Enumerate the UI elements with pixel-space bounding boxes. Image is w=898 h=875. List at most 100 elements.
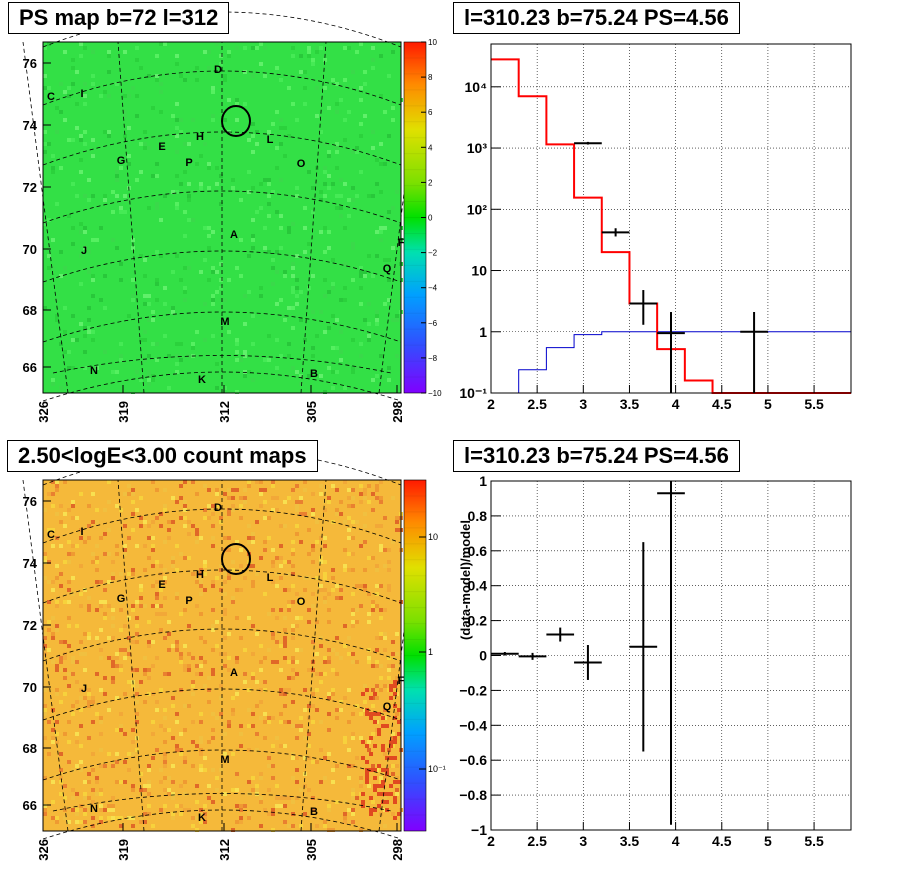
map-pixel <box>359 484 363 488</box>
map-pixel <box>59 504 63 508</box>
map-pixel <box>267 194 271 198</box>
map-pixel <box>55 732 59 736</box>
map-pixel <box>115 504 119 508</box>
map-pixel <box>327 828 331 832</box>
map-pixel <box>397 720 401 724</box>
map-pixel <box>83 246 87 250</box>
map-pixel <box>183 760 187 764</box>
map-pixel <box>111 616 115 620</box>
map-pixel <box>119 342 123 346</box>
map-pixel <box>219 516 223 520</box>
map-pixel <box>381 792 385 796</box>
map-pixel <box>383 258 387 262</box>
map-pixel <box>227 508 231 512</box>
map-pixel <box>115 174 119 178</box>
map-pixel <box>67 760 71 764</box>
map-pixel <box>335 584 339 588</box>
map-pixel <box>111 370 115 374</box>
map-pixel <box>55 488 59 492</box>
map-pixel <box>259 206 263 210</box>
map-pixel <box>291 624 295 628</box>
map-pixel <box>365 688 369 692</box>
map-pixel <box>211 624 215 628</box>
x-tick-label: 3.5 <box>620 396 640 412</box>
map-pixel <box>115 652 119 656</box>
map-pixel <box>87 632 91 636</box>
map-pixel <box>143 788 147 792</box>
map-pixel <box>279 214 283 218</box>
map-pixel <box>291 564 295 568</box>
map-pixel <box>55 484 59 488</box>
map-pixel <box>243 804 247 808</box>
y-tick-label: 70 <box>23 680 37 695</box>
y-tick-label: 10⁻¹ <box>459 385 487 401</box>
map-pixel <box>163 596 167 600</box>
map-pixel <box>375 684 379 688</box>
map-pixel <box>339 298 343 302</box>
map-pixel <box>63 350 67 354</box>
map-pixel <box>47 600 51 604</box>
map-pixel <box>263 680 267 684</box>
y-tick-label: 76 <box>23 56 37 71</box>
map-pixel <box>111 660 115 664</box>
map-pixel <box>87 608 91 612</box>
map-pixel <box>383 824 387 828</box>
map-pixel <box>347 764 351 768</box>
map-pixel <box>323 58 327 62</box>
map-pixel <box>99 748 103 752</box>
map-pixel <box>63 600 67 604</box>
map-pixel <box>79 42 83 46</box>
map-pixel <box>359 712 363 716</box>
map-pixel <box>143 520 147 524</box>
map-pixel <box>299 716 303 720</box>
map-pixel <box>75 764 79 768</box>
map-pixel <box>259 182 263 186</box>
map-pixel <box>183 298 187 302</box>
map-pixel <box>363 584 367 588</box>
map-pixel <box>319 680 323 684</box>
map-pixel <box>271 764 275 768</box>
map-pixel <box>359 828 363 832</box>
colorbar-tick-label: 8 <box>428 73 433 82</box>
colorbar-tick-label: 6 <box>428 108 433 117</box>
map-pixel <box>323 142 327 146</box>
map-pixel <box>223 492 227 496</box>
map-pixel <box>199 536 203 540</box>
map-pixel <box>179 130 183 134</box>
map-pixel <box>207 488 211 492</box>
map-pixel <box>347 568 351 572</box>
map-pixel <box>347 110 351 114</box>
map-pixel <box>179 484 183 488</box>
map-pixel <box>327 608 331 612</box>
x-tick-label: 326 <box>36 839 51 861</box>
map-pixel <box>175 190 179 194</box>
map-pixel <box>139 596 143 600</box>
map-pixel <box>295 648 299 652</box>
map-pixel <box>379 94 383 98</box>
map-pixel <box>315 672 319 676</box>
x-tick-label: 2 <box>487 396 495 412</box>
map-pixel <box>385 800 389 804</box>
map-pixel <box>327 150 331 154</box>
map-pixel <box>295 370 299 374</box>
map-pixel <box>295 756 299 760</box>
map-pixel <box>151 640 155 644</box>
map-pixel <box>387 258 391 262</box>
map-pixel <box>291 222 295 226</box>
map-pixel <box>163 42 167 46</box>
map-pixel <box>271 608 275 612</box>
map-pixel <box>327 246 331 250</box>
map-pixel <box>287 720 291 724</box>
map-pixel <box>275 556 279 560</box>
x-tick-label: 312 <box>217 401 232 423</box>
map-pixel <box>163 576 167 580</box>
map-pixel <box>163 752 167 756</box>
map-pixel <box>393 740 397 744</box>
map-pixel <box>393 816 397 820</box>
map-pixel <box>239 564 243 568</box>
map-pixel <box>267 250 271 254</box>
map-pixel <box>307 54 311 58</box>
map-pixel <box>295 532 299 536</box>
